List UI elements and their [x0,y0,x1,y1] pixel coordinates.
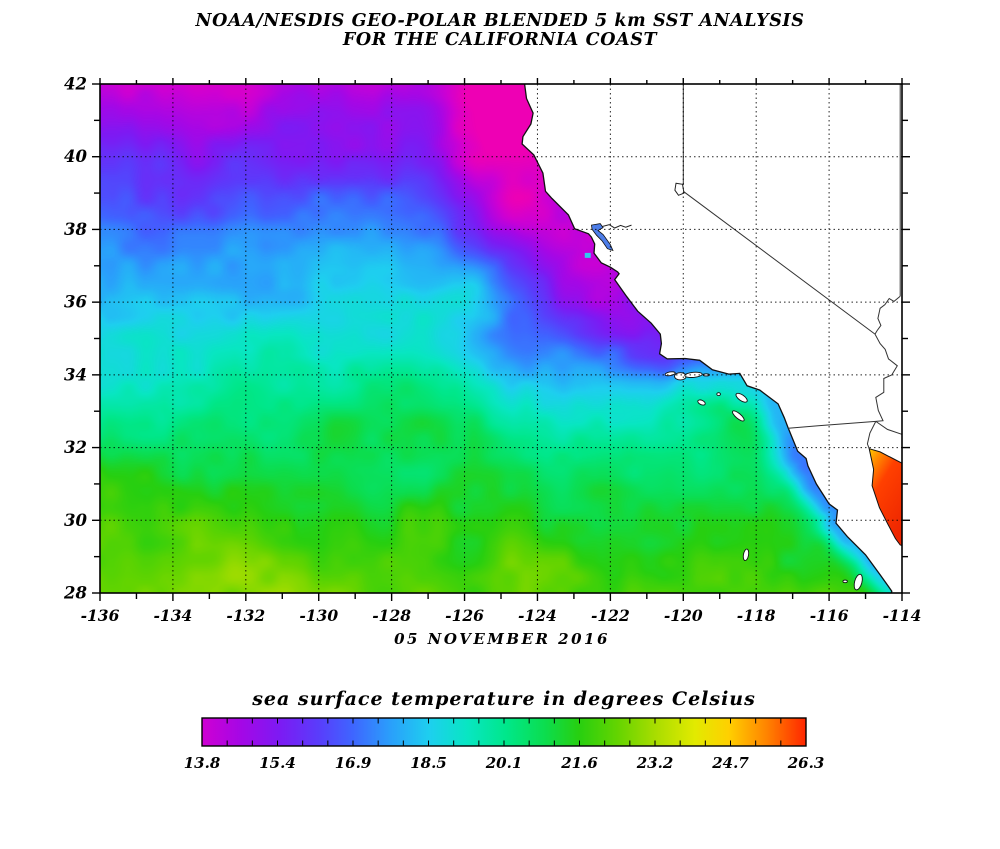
x-tick-label: -124 [518,606,557,625]
y-tick-label: 40 [64,147,87,166]
y-tick-label: 28 [63,584,87,603]
figure-title: NOAA/NESDIS GEO-POLAR BLENDED 5 km SST A… [0,12,1000,50]
border-nv-az-colorado-river [874,295,901,335]
x-axis-tick-labels: -136 -134 -132 -130 -128 -126 -124 -122 -120 -118… [81,606,922,625]
x-tick-label: -120 [664,606,703,625]
y-tick-label: 34 [64,365,87,384]
colorbar-tick-label: 26.3 [787,754,825,772]
colorbar-ticks [226,718,782,746]
y-tick-label: 36 [64,293,87,312]
x-tick-label: -136 [81,606,120,625]
colorbar-tick-label: 18.5 [410,754,447,772]
island [732,410,745,422]
y-axis-tick-labels: 28 30 32 34 36 38 40 42 [63,75,87,603]
x-tick-label: -130 [299,606,338,625]
x-tick-label: -132 [226,606,265,625]
island [664,371,676,377]
figure-title-line1: NOAA/NESDIS GEO-POLAR BLENDED 5 km SST A… [195,11,805,31]
border-ca-az-colorado-river [874,333,898,422]
island [702,373,710,377]
figure-title-line2: FOR THE CALIFORNIA COAST [342,30,658,50]
island [716,392,721,397]
y-tick-label: 30 [64,511,87,530]
x-tick-label: -118 [737,606,776,625]
island [742,548,750,562]
grid-lines [100,84,902,593]
island [697,399,706,406]
gulf-of-california [868,447,902,547]
x-tick-label: -122 [591,606,630,625]
y-tick-label: 42 [64,75,87,94]
island [842,579,848,584]
land-mass [521,84,902,593]
border-colorado-delta [866,421,877,449]
colorbar-tick-label: 21.6 [560,754,598,772]
colorbar-tick-label: 15.4 [259,754,296,772]
colorbar-tick-label: 16.9 [335,754,372,772]
x-tick-label: -114 [883,606,922,625]
colorbar-tick-labels: 13.8 15.4 16.9 18.5 20.1 21.6 23.2 24.7 26.3 [184,754,825,772]
colorbar-tick-label: 20.1 [485,754,523,772]
border-us-mexico [788,420,876,429]
island [684,371,703,378]
y-tick-label: 38 [64,220,87,239]
colorbar-tick-label: 23.2 [636,754,674,772]
x-tick-label: -128 [372,606,411,625]
map-geography [521,84,902,593]
lake-tahoe [674,182,685,196]
colorbar-tick-label: 24.7 [711,754,749,772]
island [674,372,687,381]
axis-ticks [92,78,910,601]
island [735,392,748,403]
colorbar-title: sea surface temperature in degrees Celsi… [252,688,756,710]
colorbar-tick-label: 13.8 [184,754,221,772]
x-tick-label: -116 [810,606,849,625]
island [853,573,863,591]
y-tick-label: 32 [64,438,87,457]
sacramento-delta-river [602,224,632,229]
border-ca-nv-diagonal [683,190,876,335]
coastal-cold-patch [584,252,591,258]
x-tick-label: -126 [445,606,484,625]
x-tick-label: -134 [154,606,193,625]
border-mexico-sonora [875,420,902,435]
date-label: 05 NOVEMBER 2016 [394,630,610,648]
